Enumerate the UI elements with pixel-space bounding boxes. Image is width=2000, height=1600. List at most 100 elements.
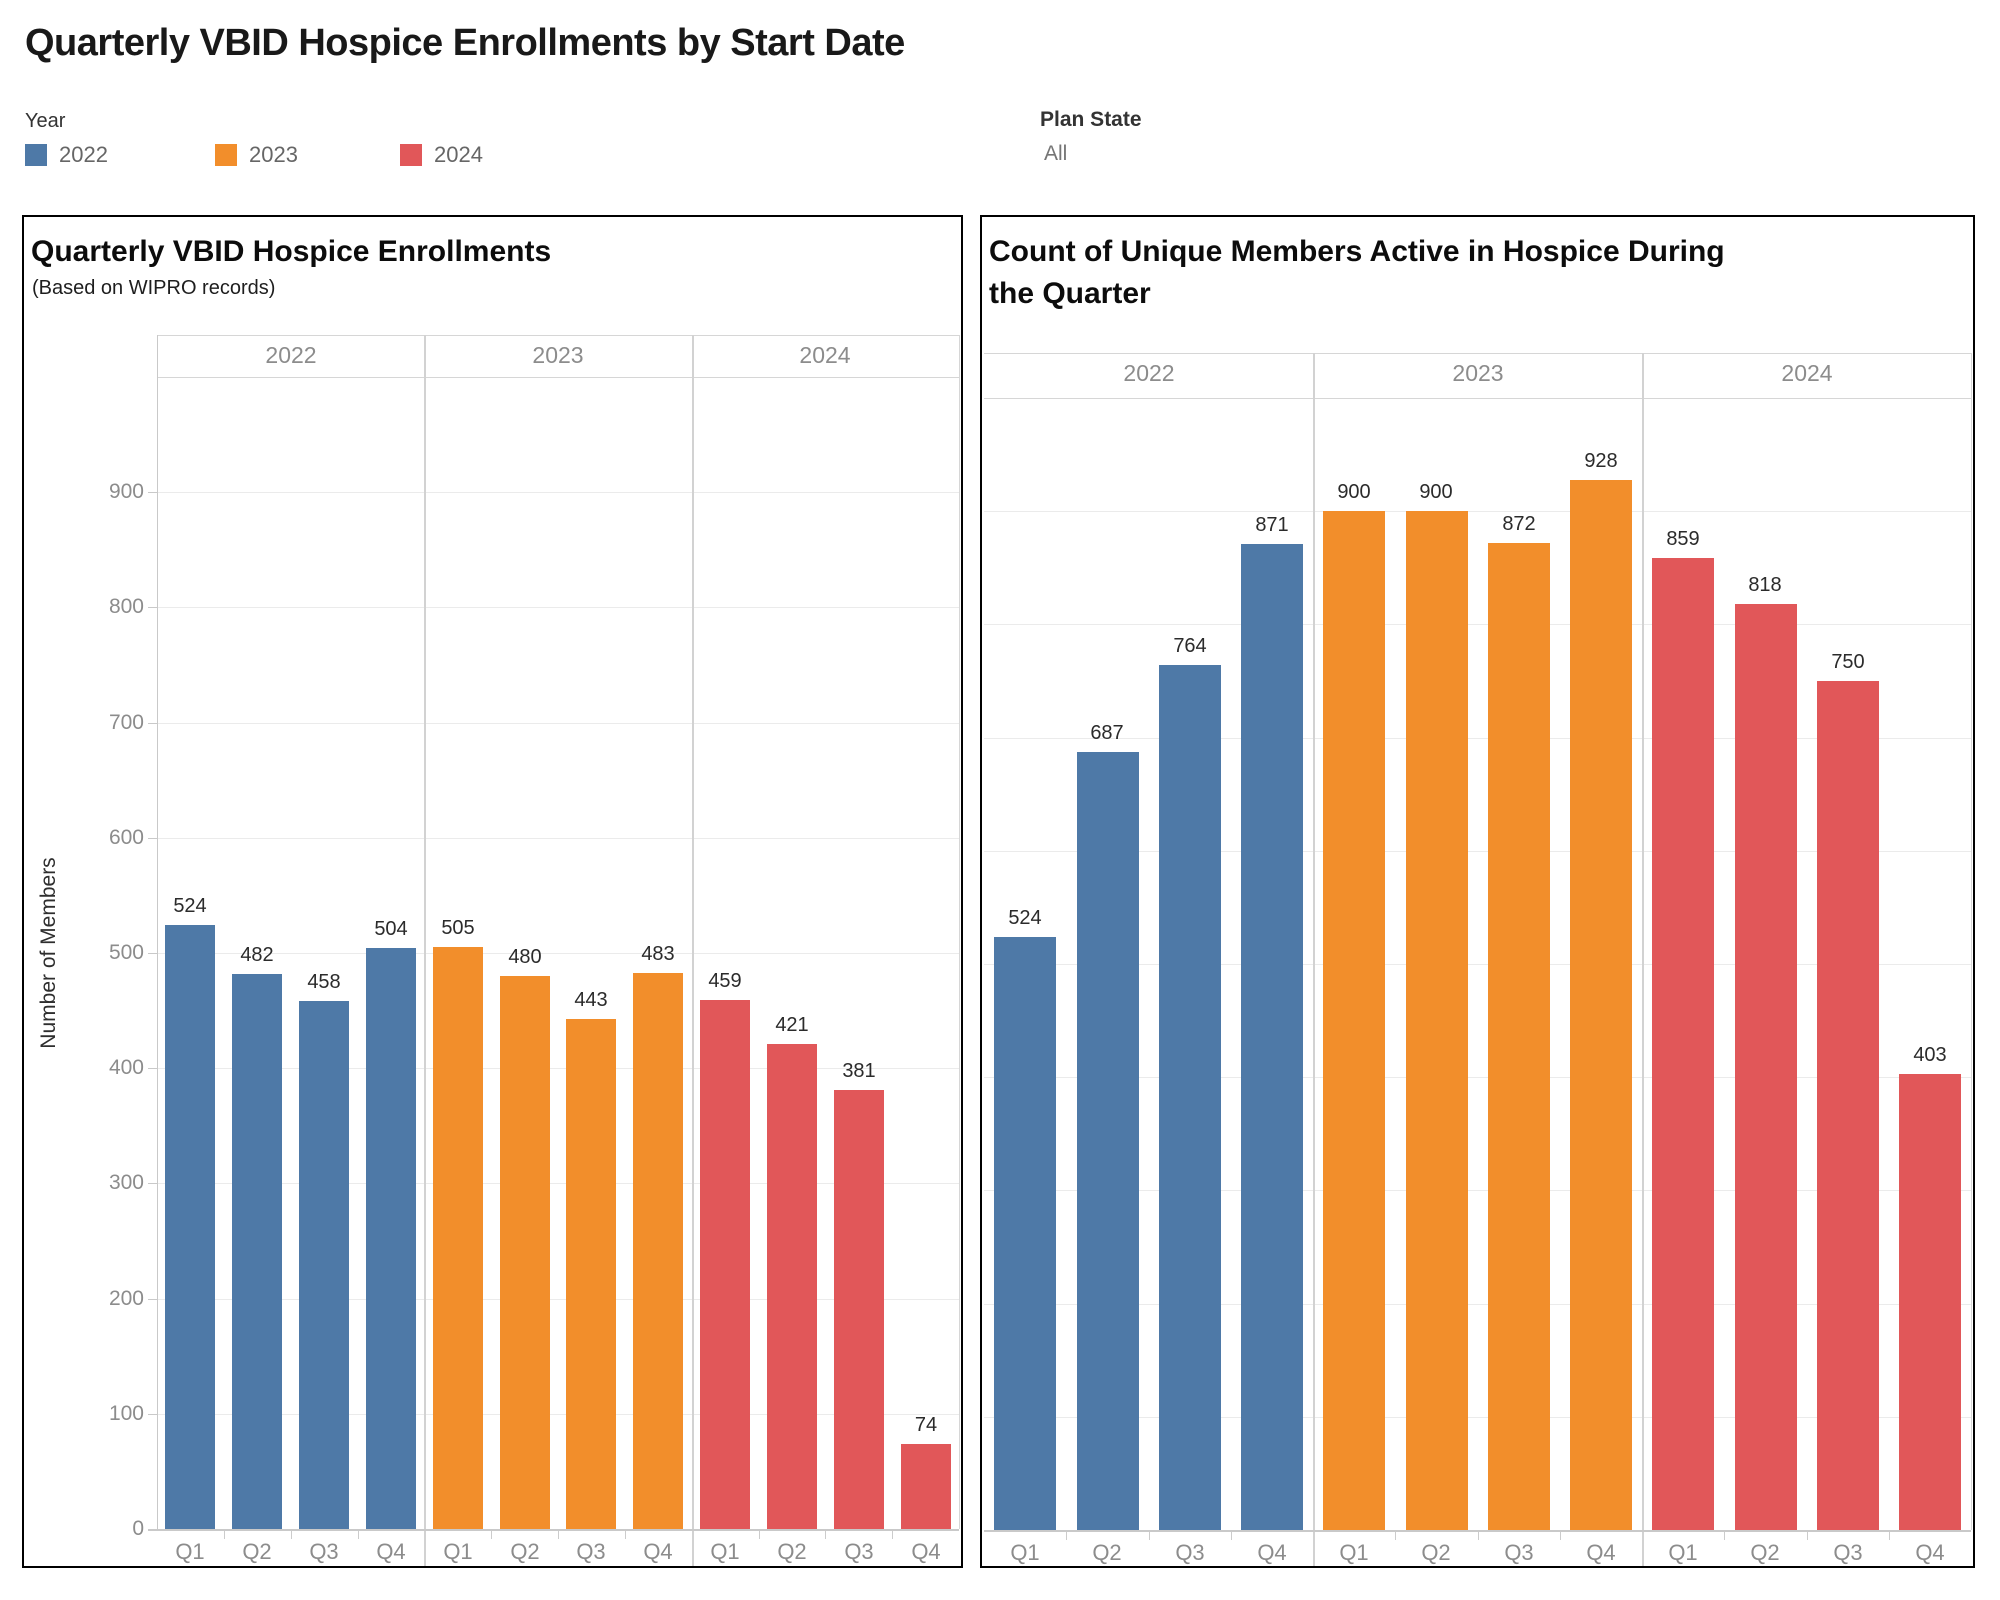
y-tick-label: 400	[108, 1056, 144, 1079]
bar-2022-Q3[interactable]	[299, 1001, 349, 1529]
y-tick-mark	[148, 1414, 157, 1415]
gridline	[157, 1414, 959, 1415]
quarter-tick-label: Q2	[777, 1539, 807, 1564]
bar-2024-Q1[interactable]	[1652, 558, 1714, 1530]
y-axis-line	[157, 335, 158, 1529]
quarter-tick-label: Q3	[1504, 1540, 1534, 1565]
bar-value-label: 483	[641, 943, 675, 965]
quarter-tick-label: Q1	[1668, 1540, 1698, 1565]
bar-2023-Q2[interactable]	[500, 976, 550, 1529]
bar-2023-Q3[interactable]	[566, 1019, 616, 1529]
quarter-tick-label: Q3	[844, 1539, 874, 1564]
y-tick-mark	[148, 723, 157, 724]
year-band-top-line	[984, 353, 1971, 354]
year-pane-label: 2022	[265, 342, 317, 368]
bar-2023-Q3[interactable]	[1488, 543, 1550, 1530]
bar-value-label: 818	[1748, 574, 1782, 596]
bar-2023-Q1[interactable]	[433, 947, 483, 1529]
bar-2024-Q2[interactable]	[1735, 604, 1797, 1530]
gridline	[157, 1299, 959, 1300]
y-tick-mark	[148, 607, 157, 608]
bar-2024-Q1[interactable]	[700, 1000, 750, 1529]
quarter-tick-label: Q2	[510, 1539, 540, 1564]
quarter-tick-mark	[558, 1531, 559, 1539]
bar-2022-Q1[interactable]	[165, 925, 215, 1529]
quarter-tick-mark	[1724, 1532, 1725, 1540]
bar-2022-Q2[interactable]	[1077, 752, 1139, 1530]
y-tick-label: 200	[108, 1287, 144, 1310]
chart-enrollments-subtitle: (Based on WIPRO records)	[32, 277, 276, 299]
bar-2024-Q4[interactable]	[1899, 1074, 1961, 1530]
quarter-tick-label: Q1	[710, 1539, 740, 1564]
chart-enrollments: Quarterly VBID Hospice Enrollments (Base…	[22, 215, 963, 1568]
gridline	[984, 851, 1971, 852]
y-tick-label: 600	[108, 826, 144, 849]
quarter-tick-label: Q2	[1092, 1540, 1122, 1565]
y-tick-mark	[148, 492, 157, 493]
y-tick-label: 500	[108, 941, 144, 964]
plan-state-filter-value[interactable]: All	[1044, 142, 1068, 165]
bar-value-label: 900	[1337, 481, 1371, 503]
gridline	[157, 838, 959, 839]
quarter-tick-mark	[224, 1531, 225, 1539]
y-tick-label: 800	[108, 595, 144, 618]
bar-2023-Q4[interactable]	[1570, 480, 1632, 1530]
gridline	[984, 964, 1971, 965]
bar-value-label: 403	[1913, 1044, 1947, 1066]
year-band-top-line	[157, 335, 959, 336]
bar-2022-Q4[interactable]	[1241, 544, 1303, 1530]
quarter-tick-mark	[825, 1531, 826, 1539]
quarter-tick-label: Q1	[1339, 1540, 1369, 1565]
bar-2022-Q1[interactable]	[994, 937, 1056, 1530]
gridline	[157, 723, 959, 724]
quarter-tick-mark	[291, 1531, 292, 1539]
bar-2022-Q2[interactable]	[232, 974, 282, 1529]
bar-value-label: 504	[374, 918, 408, 940]
bar-value-label: 524	[1008, 907, 1042, 929]
legend-item-2023[interactable]: 2023	[215, 142, 298, 168]
y-tick-label: 700	[108, 711, 144, 734]
bar-value-label: 482	[240, 944, 274, 966]
quarter-tick-mark	[358, 1531, 359, 1539]
bar-2024-Q4[interactable]	[901, 1444, 951, 1529]
bar-2023-Q1[interactable]	[1323, 511, 1385, 1530]
quarter-tick-label: Q3	[1833, 1540, 1863, 1565]
year-band-bottom-line	[157, 377, 959, 378]
bar-2022-Q3[interactable]	[1159, 665, 1221, 1530]
bar-2023-Q4[interactable]	[633, 973, 683, 1529]
legend-item-2022[interactable]: 2022	[25, 142, 108, 168]
y-tick-label: 100	[108, 1402, 144, 1425]
bar-value-label: 871	[1255, 514, 1289, 536]
gridline	[984, 1417, 1971, 1418]
bar-value-label: 524	[173, 895, 207, 917]
pane-divider	[692, 335, 694, 1566]
gridline	[984, 738, 1971, 739]
pane-divider	[1313, 353, 1315, 1566]
gridline	[157, 1068, 959, 1069]
y-tick-mark	[148, 1068, 157, 1069]
gridline	[984, 624, 1971, 625]
bar-2024-Q2[interactable]	[767, 1044, 817, 1529]
bar-value-label: 421	[775, 1014, 809, 1036]
legend-item-2024[interactable]: 2024	[400, 142, 483, 168]
y-tick-label: 900	[108, 480, 144, 503]
quarter-tick-label: Q3	[309, 1539, 339, 1564]
bar-2024-Q3[interactable]	[1817, 681, 1879, 1530]
quarter-tick-label: Q4	[376, 1539, 406, 1564]
bar-value-label: 859	[1666, 528, 1700, 550]
bar-2022-Q4[interactable]	[366, 948, 416, 1529]
bar-value-label: 872	[1502, 513, 1536, 535]
quarter-tick-label: Q4	[1915, 1540, 1945, 1565]
gridline	[984, 1077, 1971, 1078]
y-tick-mark	[148, 1299, 157, 1300]
quarter-tick-label: Q4	[911, 1539, 941, 1564]
chart-active-members-title: Count of Unique Members Active in Hospic…	[989, 235, 1725, 310]
year-pane-label: 2023	[532, 342, 584, 368]
bar-value-label: 480	[508, 946, 542, 968]
chart-active-members: Count of Unique Members Active in Hospic…	[980, 215, 1975, 1568]
bar-2024-Q3[interactable]	[834, 1090, 884, 1529]
bar-2023-Q2[interactable]	[1406, 511, 1468, 1530]
legend-label: 2024	[434, 142, 483, 167]
quarter-tick-mark	[491, 1531, 492, 1539]
